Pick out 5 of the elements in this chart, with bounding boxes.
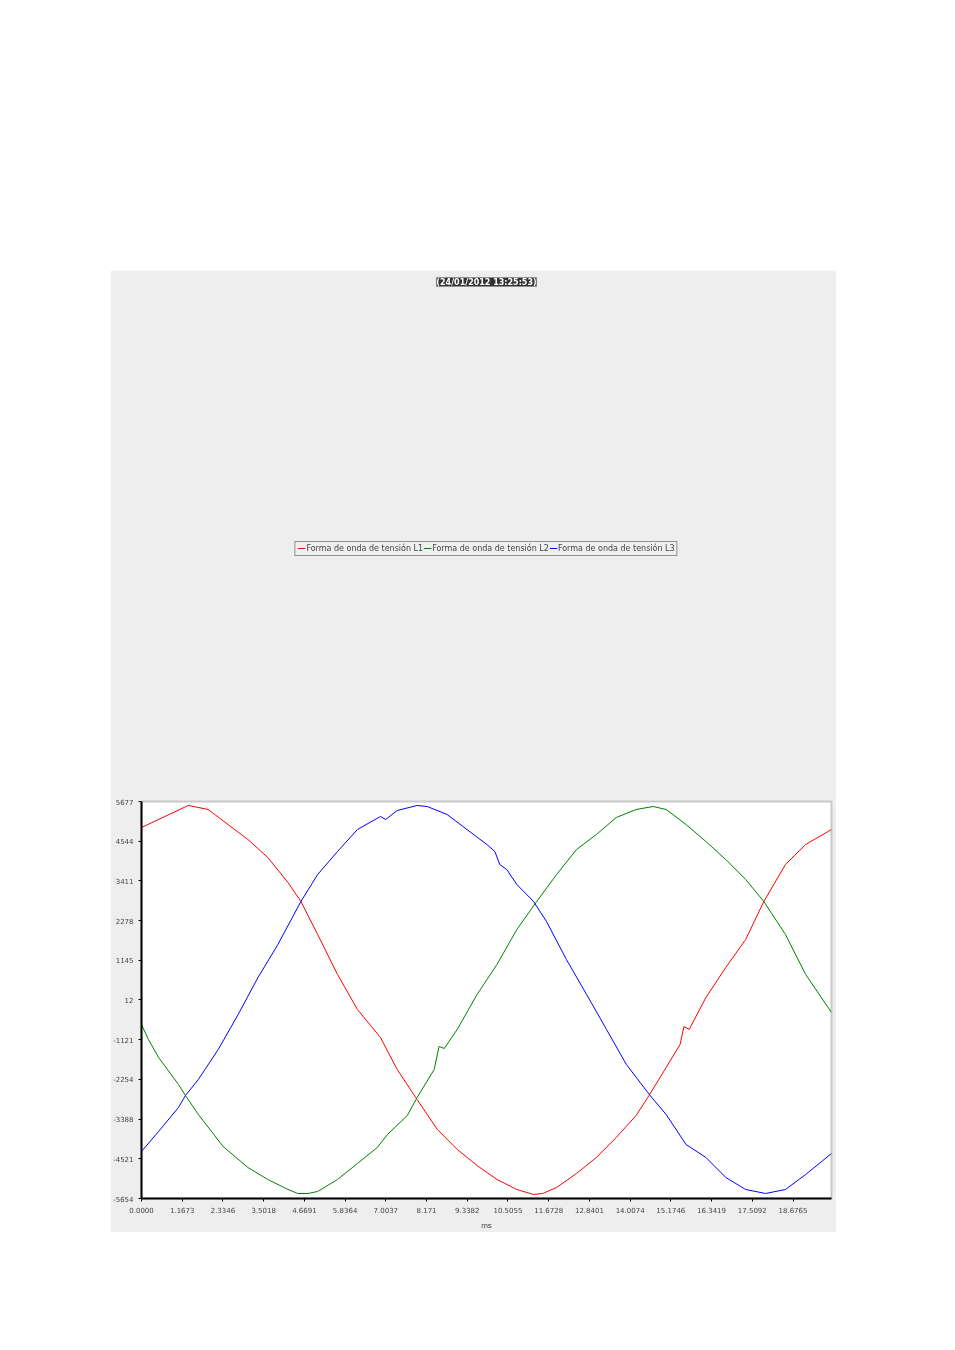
legend-label: Forma de onda de tensión L1	[306, 543, 424, 553]
x-axis-title: ms	[481, 1220, 492, 1230]
legend-label: Forma de onda de tensión L2	[432, 543, 549, 553]
legend-label: Forma de onda de tensión L3	[557, 543, 675, 553]
chart-title: (24/01/2012 13:25:53)	[436, 277, 537, 287]
